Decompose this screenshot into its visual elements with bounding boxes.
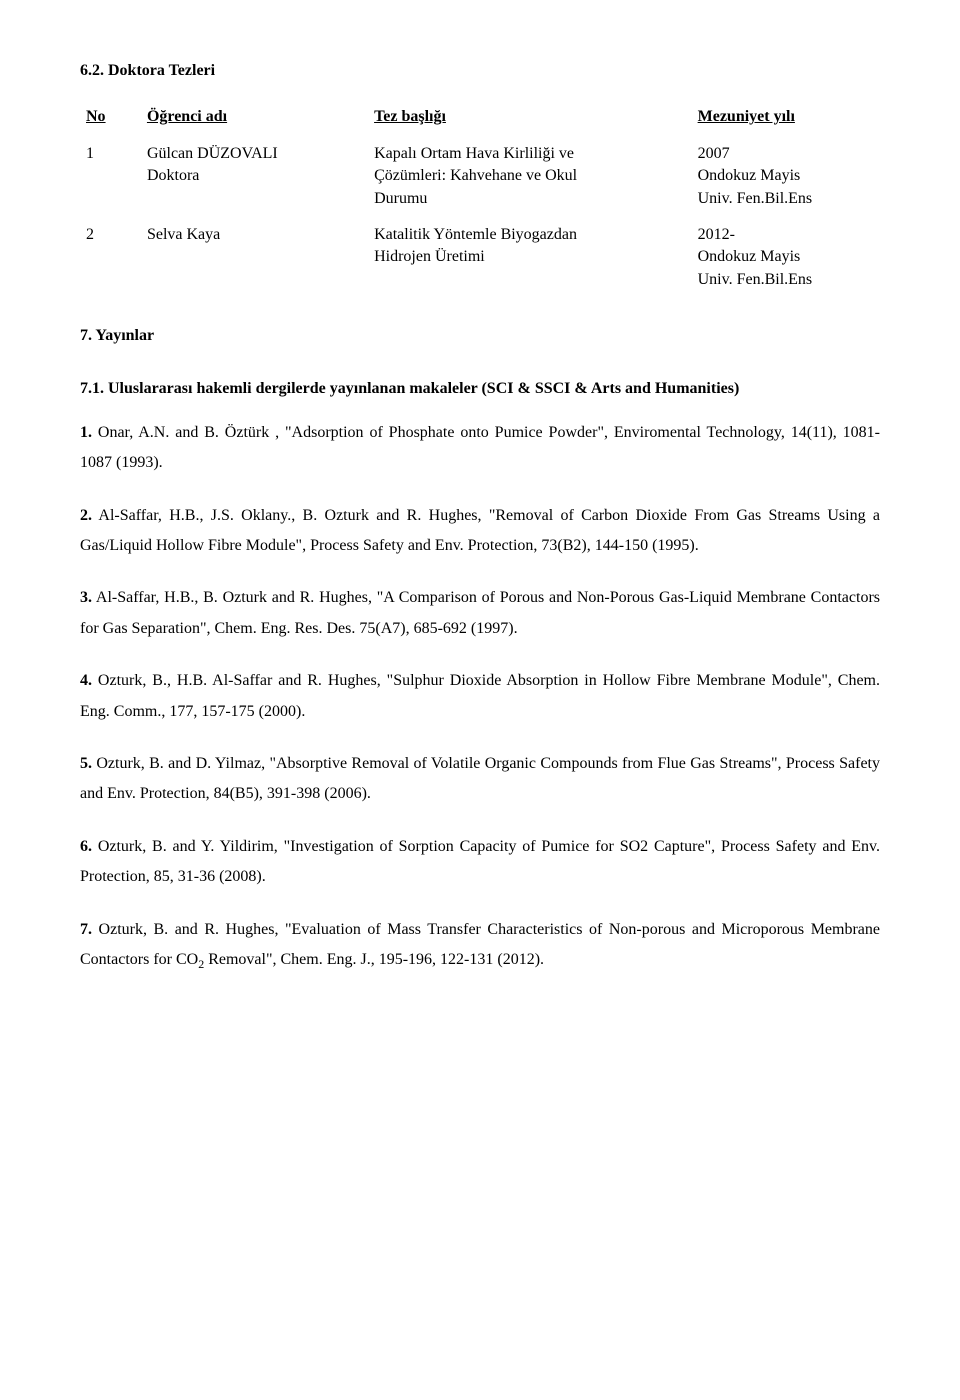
cell-title-line: Hidrojen Üretimi bbox=[374, 246, 686, 268]
col-header-year: Mezuniyet yılı bbox=[692, 102, 880, 132]
publications-subheader: 7.1. Uluslararası hakemli dergilerde yay… bbox=[80, 378, 880, 400]
publication-item: 1. Onar, A.N. and B. Öztürk , "Adsorptio… bbox=[80, 418, 880, 479]
cell-year-line: Univ. Fen.Bil.Ens bbox=[698, 269, 874, 291]
publication-number: 4. bbox=[80, 672, 92, 689]
table-row: 1 Gülcan DÜZOVALI Doktora Kapalı Ortam H… bbox=[80, 133, 880, 214]
publication-text: Ozturk, B. and D. Yilmaz, "Absorptive Re… bbox=[80, 755, 880, 802]
col-header-no: No bbox=[80, 102, 141, 132]
publication-number: 1. bbox=[80, 424, 92, 441]
publications-header: 7. Yayınlar bbox=[80, 325, 880, 347]
publication-number: 2. bbox=[80, 507, 92, 524]
thesis-table: No Öğrenci adı Tez başlığı Mezuniyet yıl… bbox=[80, 102, 880, 295]
cell-year-line: 2007 bbox=[698, 143, 874, 165]
publication-text: Al-Saffar, H.B., B. Ozturk and R. Hughes… bbox=[80, 589, 880, 636]
cell-name: Selva Kaya bbox=[141, 214, 368, 295]
publication-text: Onar, A.N. and B. Öztürk , "Adsorption o… bbox=[80, 424, 880, 471]
cell-no: 1 bbox=[80, 133, 141, 214]
table-row: 2 Selva Kaya Katalitik Yöntemle Biyogazd… bbox=[80, 214, 880, 295]
cell-title: Katalitik Yöntemle Biyogazdan Hidrojen Ü… bbox=[368, 214, 692, 295]
cell-year-line: Ondokuz Mayis bbox=[698, 246, 874, 268]
publication-item: 2. Al-Saffar, H.B., J.S. Oklany., B. Ozt… bbox=[80, 501, 880, 562]
publication-number: 7. bbox=[80, 921, 92, 938]
publication-item: 4. Ozturk, B., H.B. Al-Saffar and R. Hug… bbox=[80, 666, 880, 727]
table-header-row: No Öğrenci adı Tez başlığı Mezuniyet yıl… bbox=[80, 102, 880, 132]
publication-number: 5. bbox=[80, 755, 92, 772]
cell-title-line: Durumu bbox=[374, 188, 686, 210]
publication-number: 3. bbox=[80, 589, 92, 606]
publication-text: Al-Saffar, H.B., J.S. Oklany., B. Ozturk… bbox=[80, 507, 880, 554]
col-header-title: Tez başlığı bbox=[368, 102, 692, 132]
publication-text: Ozturk, B., H.B. Al-Saffar and R. Hughes… bbox=[80, 672, 880, 719]
publication-number: 6. bbox=[80, 838, 92, 855]
cell-no: 2 bbox=[80, 214, 141, 295]
cell-year-line: 2012- bbox=[698, 224, 874, 246]
publication-item: 6. Ozturk, B. and Y. Yildirim, "Investig… bbox=[80, 832, 880, 893]
col-header-name: Öğrenci adı bbox=[141, 102, 368, 132]
cell-title-line: Katalitik Yöntemle Biyogazdan bbox=[374, 224, 686, 246]
cell-name-line: Selva Kaya bbox=[147, 224, 362, 246]
cell-year-line: Univ. Fen.Bil.Ens bbox=[698, 188, 874, 210]
publication-text: Ozturk, B. and Y. Yildirim, "Investigati… bbox=[80, 838, 880, 885]
publication-text: Removal", Chem. Eng. J., 195-196, 122-13… bbox=[204, 951, 544, 968]
cell-title: Kapalı Ortam Hava Kirliliği ve Çözümleri… bbox=[368, 133, 692, 214]
cell-year: 2007 Ondokuz Mayis Univ. Fen.Bil.Ens bbox=[692, 133, 880, 214]
section-header: 6.2. Doktora Tezleri bbox=[80, 60, 880, 82]
cell-name: Gülcan DÜZOVALI Doktora bbox=[141, 133, 368, 214]
publication-item: 7. Ozturk, B. and R. Hughes, "Evaluation… bbox=[80, 915, 880, 976]
cell-title-line: Çözümleri: Kahvehane ve Okul bbox=[374, 165, 686, 187]
cell-name-line: Gülcan DÜZOVALI bbox=[147, 143, 362, 165]
publication-item: 5. Ozturk, B. and D. Yilmaz, "Absorptive… bbox=[80, 749, 880, 810]
publication-item: 3. Al-Saffar, H.B., B. Ozturk and R. Hug… bbox=[80, 583, 880, 644]
cell-year: 2012- Ondokuz Mayis Univ. Fen.Bil.Ens bbox=[692, 214, 880, 295]
cell-title-line: Kapalı Ortam Hava Kirliliği ve bbox=[374, 143, 686, 165]
cell-year-line: Ondokuz Mayis bbox=[698, 165, 874, 187]
cell-name-line: Doktora bbox=[147, 165, 362, 187]
